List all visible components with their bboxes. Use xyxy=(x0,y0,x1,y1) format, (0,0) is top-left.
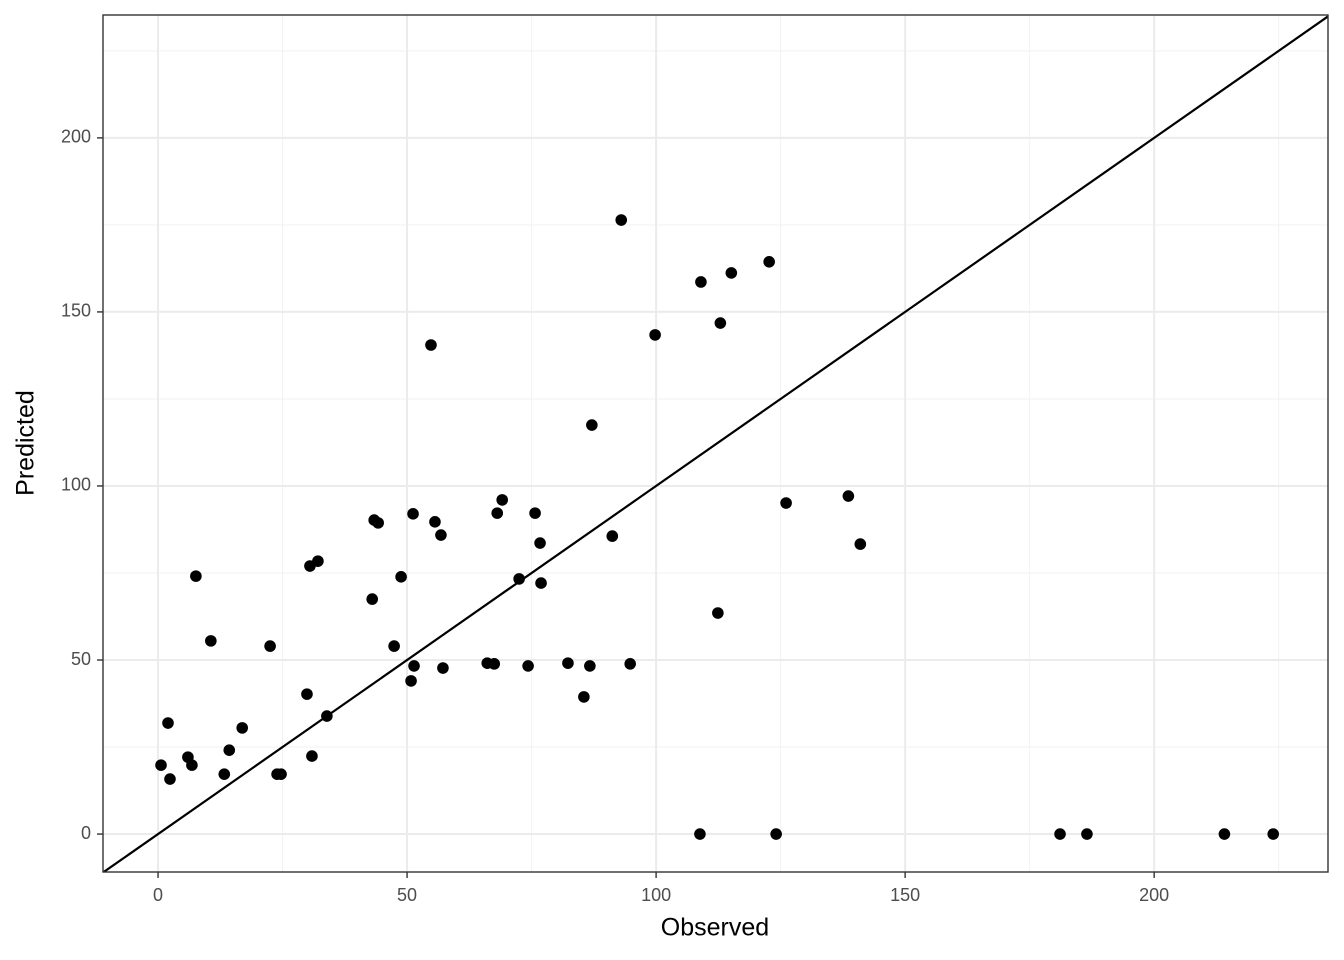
point xyxy=(1267,828,1280,840)
point xyxy=(366,593,379,605)
point xyxy=(1054,828,1066,840)
x-axis-title: Observed xyxy=(661,914,769,942)
point xyxy=(770,828,782,840)
point xyxy=(535,577,547,589)
point xyxy=(429,516,441,528)
point xyxy=(407,508,419,520)
y-tick-label: 200 xyxy=(61,127,91,147)
point xyxy=(301,688,313,700)
point xyxy=(405,675,417,687)
y-tick-label: 0 xyxy=(81,823,91,843)
x-tick-label: 100 xyxy=(641,885,671,905)
y-tick-label: 150 xyxy=(61,301,91,321)
point xyxy=(780,497,792,509)
point xyxy=(388,640,400,652)
point xyxy=(408,660,420,672)
point xyxy=(712,607,724,619)
point xyxy=(435,529,447,541)
point xyxy=(513,573,525,585)
point xyxy=(615,214,628,226)
point xyxy=(562,657,574,669)
point xyxy=(695,276,707,288)
point xyxy=(578,691,590,703)
point xyxy=(312,555,324,567)
point xyxy=(694,828,706,840)
plot-border xyxy=(102,14,1329,873)
identity-line xyxy=(103,15,1328,872)
point xyxy=(1081,828,1093,840)
point xyxy=(164,773,176,785)
point xyxy=(190,570,202,582)
point xyxy=(425,339,437,351)
point xyxy=(372,517,384,529)
point xyxy=(236,722,249,734)
point xyxy=(586,419,598,431)
point xyxy=(529,507,541,519)
point xyxy=(223,744,236,756)
point xyxy=(649,329,661,341)
point xyxy=(854,538,867,550)
point xyxy=(606,530,619,542)
x-tick-label: 150 xyxy=(890,885,920,905)
x-tick-label: 50 xyxy=(397,885,417,905)
point xyxy=(496,494,509,506)
point xyxy=(488,658,501,670)
point xyxy=(437,662,449,674)
point xyxy=(1218,828,1231,840)
point xyxy=(275,768,287,780)
point xyxy=(186,759,198,771)
point xyxy=(306,750,318,762)
point xyxy=(205,635,217,647)
point xyxy=(491,507,504,519)
point xyxy=(714,317,727,329)
grid xyxy=(103,15,1328,872)
y-tick-label: 50 xyxy=(71,649,91,669)
point xyxy=(395,571,407,583)
point xyxy=(763,255,775,268)
point xyxy=(162,717,174,729)
point xyxy=(155,759,167,771)
point xyxy=(522,660,534,672)
point xyxy=(218,768,231,780)
point xyxy=(624,658,637,670)
point xyxy=(264,640,276,652)
y-tick-label: 100 xyxy=(61,475,91,495)
point xyxy=(584,660,596,672)
y-axis-title: Predicted xyxy=(12,390,40,496)
axes: 0 50 100 150 200 0 50 100 150 200 xyxy=(61,127,1169,905)
marks xyxy=(103,15,1328,872)
x-tick-label: 200 xyxy=(1139,885,1169,905)
point xyxy=(321,710,333,722)
point xyxy=(725,267,738,279)
x-tick-label: 0 xyxy=(153,885,163,905)
point xyxy=(842,490,855,502)
point xyxy=(534,537,546,549)
